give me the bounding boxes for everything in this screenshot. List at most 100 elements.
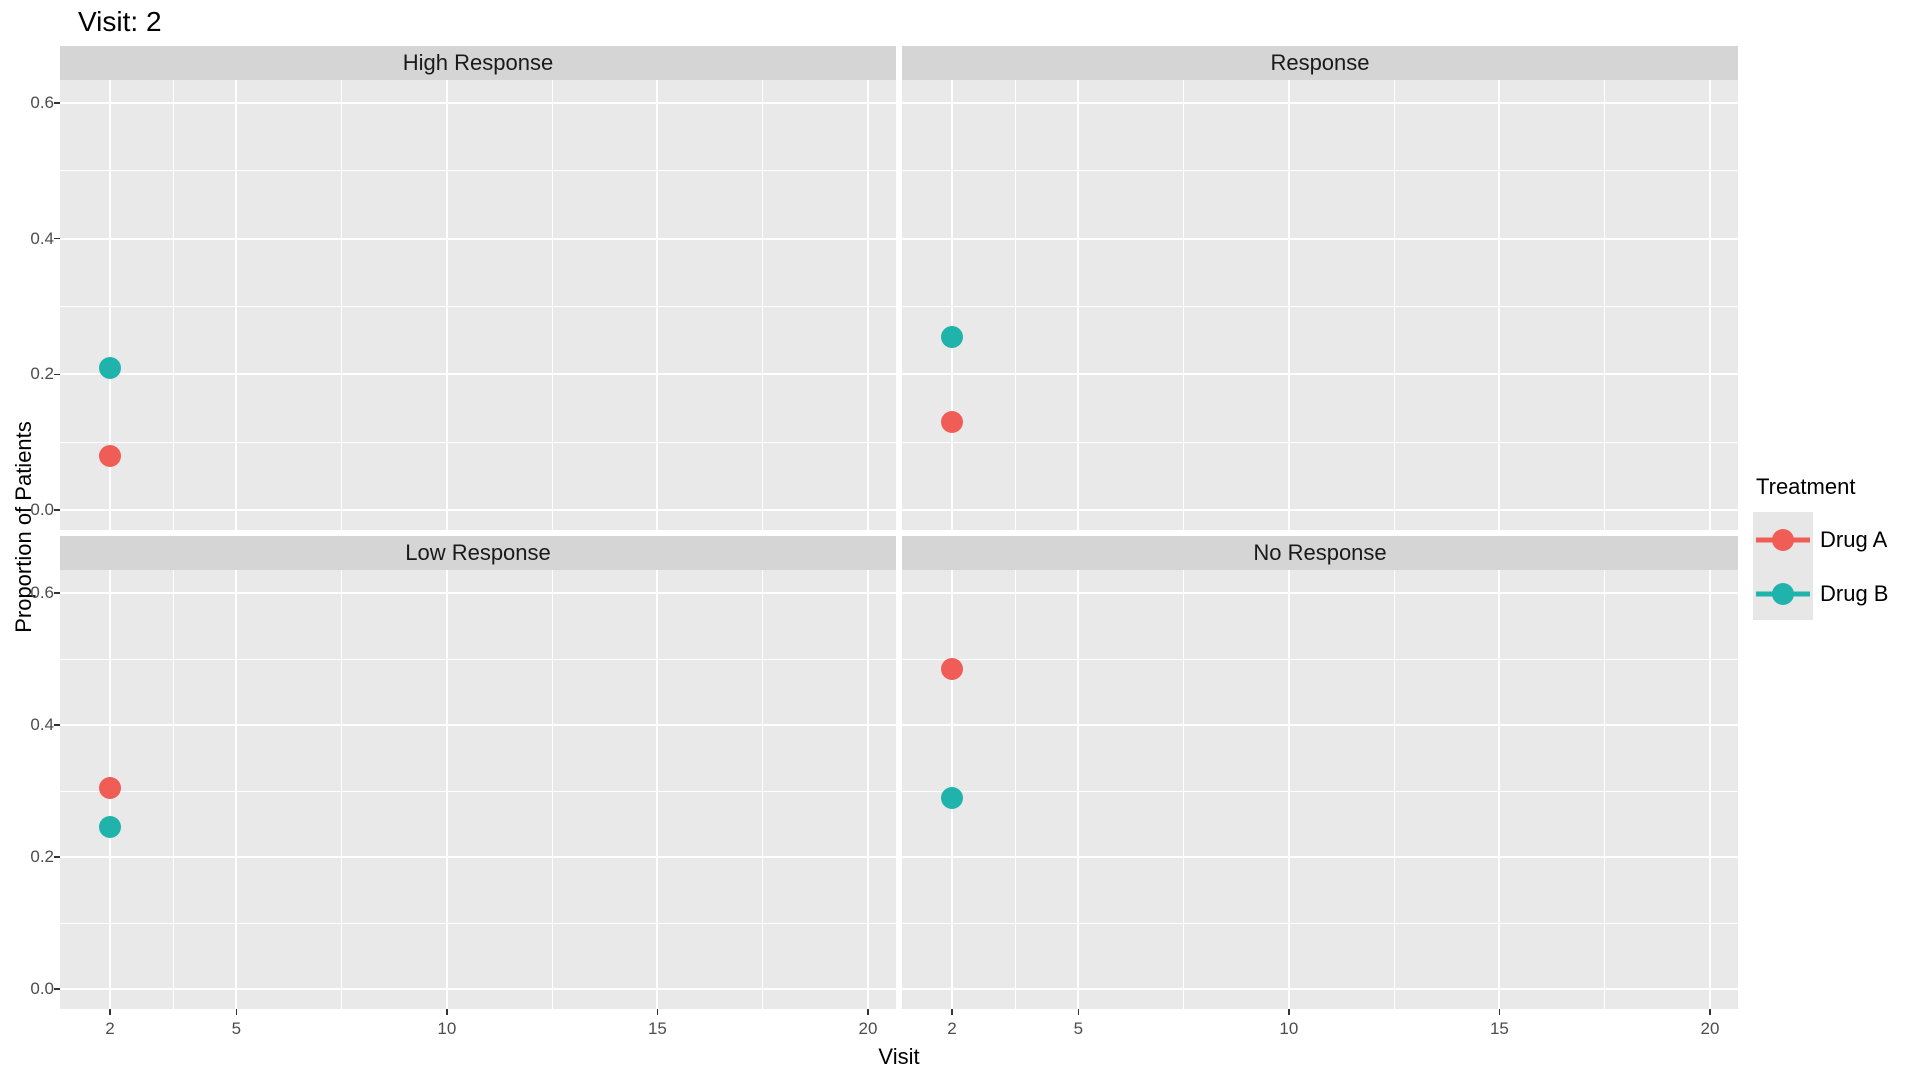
gridline-minor-y xyxy=(902,790,1738,792)
gridline-minor-y xyxy=(60,790,896,792)
gridline-major-y xyxy=(902,509,1738,511)
gridline-minor-x xyxy=(551,80,553,530)
gridline-major-y xyxy=(60,592,896,594)
x-axis-tick-label: 20 xyxy=(1700,1019,1720,1038)
gridline-major-y xyxy=(902,102,1738,104)
facet-strip-high-response: High Response xyxy=(60,46,896,80)
y-axis-tick-mark xyxy=(54,237,60,240)
x-axis-tick-mark xyxy=(951,1009,953,1015)
facet-panel-high-response xyxy=(60,80,896,530)
x-axis-tick-label: 15 xyxy=(1489,1019,1509,1038)
facet-strip-response: Response xyxy=(902,46,1738,80)
gridline-major-y xyxy=(902,373,1738,376)
gridline-major-x xyxy=(235,80,238,530)
gridline-minor-y xyxy=(902,170,1738,172)
y-axis-tick-label: 0.0 xyxy=(30,500,54,519)
y-axis-tick-label: 0.2 xyxy=(30,364,54,384)
x-axis-tick-mark xyxy=(656,1009,659,1015)
facet-panel-no-response xyxy=(902,570,1738,1009)
y-axis-tick-label: 0.0 xyxy=(30,979,54,998)
data-point-drug-b xyxy=(99,816,121,839)
x-axis-tick-label: 20 xyxy=(858,1019,878,1038)
gridline-minor-x xyxy=(341,80,343,530)
legend-dot-drug-b-icon xyxy=(1772,583,1794,605)
x-axis-tick-mark xyxy=(1077,1009,1080,1015)
gridline-major-x xyxy=(445,570,448,1009)
legend-dot-drug-a-icon xyxy=(1772,529,1794,551)
gridline-major-x xyxy=(1287,570,1290,1009)
y-axis-tick-label: 0.6 xyxy=(30,583,54,602)
gridline-major-x xyxy=(1709,570,1711,1009)
gridline-major-y xyxy=(60,102,896,104)
x-axis-tick-label: 5 xyxy=(231,1019,242,1038)
gridline-minor-y xyxy=(902,922,1738,924)
gridline-minor-x xyxy=(551,570,553,1009)
gridline-minor-x xyxy=(1183,570,1185,1009)
x-axis-tick-mark xyxy=(446,1009,448,1015)
gridline-major-x xyxy=(1709,80,1711,530)
gridline-minor-y xyxy=(60,441,896,443)
gridline-minor-x xyxy=(762,80,764,530)
gridline-minor-x xyxy=(1014,570,1016,1009)
y-axis-tick-mark xyxy=(54,102,60,104)
y-axis-tick-mark xyxy=(54,988,60,990)
gridline-minor-x xyxy=(341,570,343,1009)
gridline-major-x xyxy=(109,80,111,530)
gridline-minor-x xyxy=(1393,570,1395,1009)
gridline-major-y xyxy=(60,724,896,726)
gridline-minor-y xyxy=(60,306,896,307)
gridline-major-x xyxy=(656,570,659,1009)
x-axis-tick-label: 5 xyxy=(1073,1019,1084,1038)
gridline-minor-y xyxy=(60,922,896,924)
data-point-drug-b xyxy=(941,786,963,809)
x-axis-tick-mark xyxy=(1498,1009,1501,1015)
gridline-major-y xyxy=(902,592,1738,594)
y-axis-tick-label: 0.6 xyxy=(30,93,54,112)
gridline-major-y xyxy=(902,988,1738,990)
gridline-major-x xyxy=(1077,80,1080,530)
gridline-minor-y xyxy=(60,658,896,660)
gridline-major-x xyxy=(867,570,869,1009)
gridline-minor-x xyxy=(172,570,174,1009)
x-axis-title: Visit xyxy=(878,1044,920,1069)
y-axis-tick-mark xyxy=(54,592,60,594)
gridline-major-x xyxy=(656,80,659,530)
facet-strip-low-response: Low Response xyxy=(60,536,896,570)
data-point-drug-a xyxy=(941,410,963,433)
x-axis-tick-mark xyxy=(109,1009,111,1015)
gridline-minor-x xyxy=(1183,80,1185,530)
x-axis-tick-mark xyxy=(1288,1009,1290,1015)
facet-panel-low-response xyxy=(60,570,896,1009)
data-point-drug-a xyxy=(941,657,963,680)
data-point-drug-a xyxy=(99,444,121,467)
gridline-minor-y xyxy=(902,658,1738,660)
gridline-major-y xyxy=(902,237,1738,240)
gridline-minor-x xyxy=(1604,80,1606,530)
gridline-minor-x xyxy=(172,80,174,530)
gridline-major-x xyxy=(235,570,238,1009)
legend-label-drug-b: Drug B xyxy=(1820,581,1889,606)
x-axis-tick-label: 15 xyxy=(647,1019,667,1038)
gridline-major-y xyxy=(902,724,1738,726)
y-axis-tick-label: 0.2 xyxy=(30,847,54,866)
gridline-minor-y xyxy=(60,170,896,172)
y-axis-tick-label: 0.4 xyxy=(30,715,54,734)
facet-panel-response xyxy=(902,80,1738,530)
y-axis-tick-mark xyxy=(54,856,60,858)
x-axis-tick-mark xyxy=(867,1009,869,1015)
gridline-major-y xyxy=(60,988,896,990)
plot-title: Visit: 2 xyxy=(78,6,162,37)
gridline-major-x xyxy=(445,80,448,530)
y-axis-tick-label: 0.4 xyxy=(30,228,54,248)
gridline-major-y xyxy=(902,856,1738,858)
gridline-major-y xyxy=(60,373,896,376)
gridline-major-x xyxy=(1287,80,1290,530)
x-axis-tick-label: 10 xyxy=(437,1019,457,1038)
x-axis-tick-mark xyxy=(1709,1009,1711,1015)
gridline-major-x xyxy=(1498,80,1501,530)
gridline-major-x xyxy=(1077,570,1080,1009)
x-axis-tick-label: 2 xyxy=(105,1019,115,1038)
gridline-major-x xyxy=(1498,570,1501,1009)
legend-label-drug-a: Drug A xyxy=(1820,527,1888,552)
